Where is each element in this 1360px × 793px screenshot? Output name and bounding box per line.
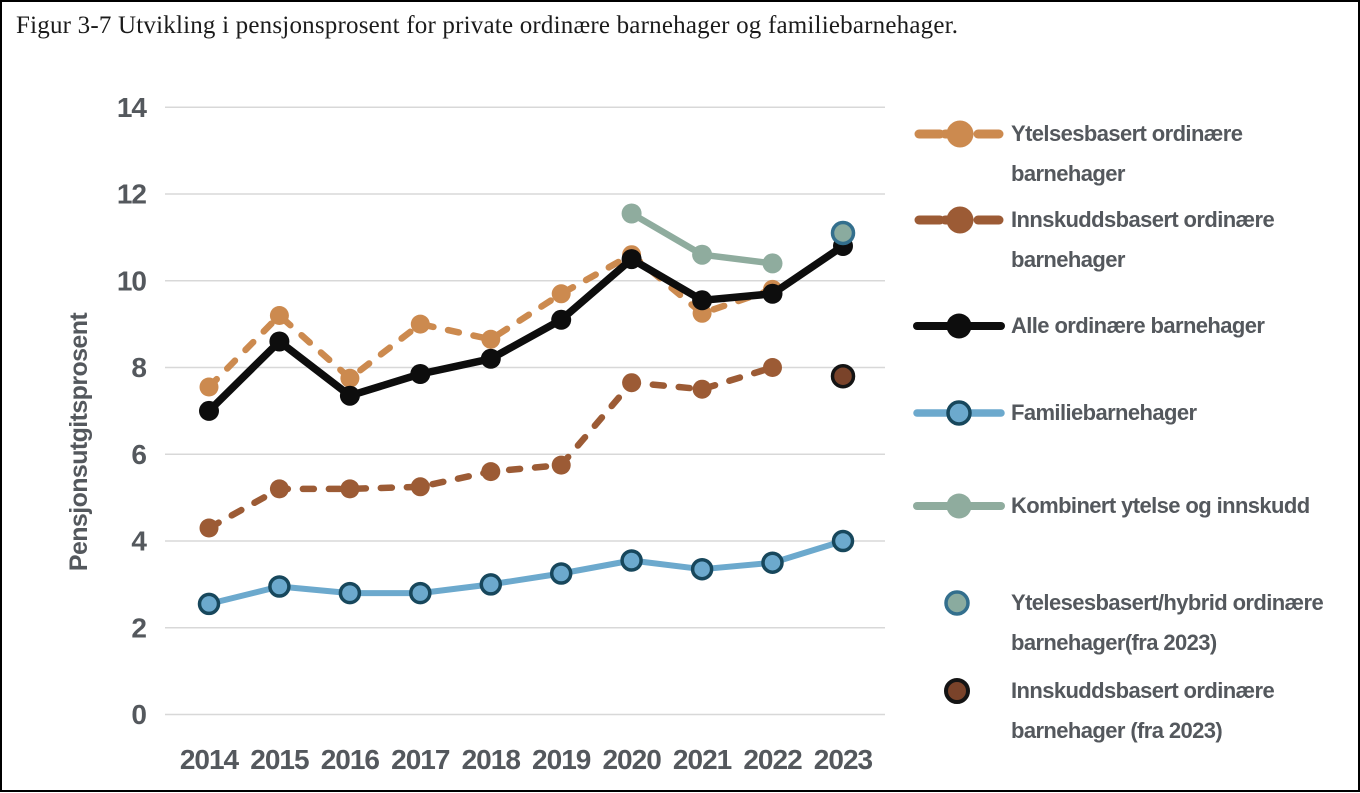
data-point <box>551 284 571 304</box>
legend-item-label: Innskuddsbasert ordinære barnehager <box>1011 207 1275 272</box>
data-point <box>551 309 572 330</box>
y-tick-label: 10 <box>117 265 147 296</box>
data-point <box>830 363 856 389</box>
data-point <box>268 575 291 598</box>
legend-item-hybrid-fra-2023: Ytelesesbasert/hybrid ordinære barnehage… <box>907 583 1355 663</box>
legend-item-label: Ytelesesbasert/hybrid ordinære barnehage… <box>1011 590 1324 655</box>
legend-item-innskuddsbasert: Innskuddsbasert ordinære barnehager <box>907 200 1355 280</box>
y-tick-label: 2 <box>131 612 146 643</box>
data-point <box>831 529 855 553</box>
legend-dot-icon <box>944 678 970 704</box>
data-point <box>199 400 219 421</box>
data-point <box>622 373 642 393</box>
data-point <box>340 368 360 388</box>
data-point <box>481 329 501 349</box>
x-tick-label: 2021 <box>673 744 732 775</box>
data-point <box>479 573 503 596</box>
legend-dashed-line-icon <box>914 206 1004 234</box>
series-line-3 <box>206 538 846 607</box>
legend-item-familiebarnehager: Familiebarnehager <box>907 393 1355 438</box>
y-axis-title: Pensjonsutgitsprosent <box>65 312 93 572</box>
data-point <box>761 551 784 574</box>
data-point <box>481 462 501 482</box>
legend-dot-icon <box>944 590 970 616</box>
data-point <box>763 358 782 377</box>
series-line-2 <box>205 242 847 415</box>
legend-dashed-line-icon <box>914 120 1004 148</box>
data-point <box>692 244 713 265</box>
data-point <box>409 581 432 605</box>
x-tick-label: 2016 <box>321 744 380 775</box>
y-tick-label: 0 <box>131 699 146 730</box>
legend-solid-line-icon <box>913 493 1005 519</box>
data-point <box>551 455 571 475</box>
data-point <box>480 348 501 369</box>
legend: Ytelsesbasert ordinære barnehager Innsku… <box>907 114 1355 751</box>
legend-solid-line-icon <box>913 313 1005 339</box>
data-point <box>830 220 856 246</box>
series-layer <box>197 203 856 616</box>
data-point <box>199 518 219 538</box>
data-point <box>410 364 431 384</box>
x-tick-labels: 2014 2015 2016 2017 2018 2019 2020 2021 2022 2023 <box>180 744 874 775</box>
data-point <box>620 549 643 572</box>
y-tick-label: 12 <box>117 179 147 210</box>
data-point <box>410 314 430 334</box>
data-point <box>269 306 289 325</box>
x-tick-label: 2022 <box>743 744 802 775</box>
legend-item-label: Innskuddsbasert ordinære barnehager (fra… <box>1011 678 1275 743</box>
data-point <box>762 253 783 274</box>
legend-item-kombinert: Kombinert ytelse og innskudd <box>907 486 1355 531</box>
y-tick-label: 14 <box>117 92 148 123</box>
data-point <box>692 290 713 311</box>
data-point <box>339 385 360 406</box>
legend-item-ytelsesbasert: Ytelsesbasert ordinære barnehager <box>907 114 1355 194</box>
legend-ring-line-icon <box>913 400 1005 426</box>
data-point <box>269 479 289 499</box>
x-tick-label: 2019 <box>532 744 591 775</box>
legend-item-alle-ordinaere: Alle ordinære barnehager <box>907 306 1355 351</box>
data-point <box>621 203 642 224</box>
x-tick-label: 2014 <box>180 744 240 775</box>
x-tick-label: 2015 <box>250 744 309 775</box>
data-point <box>410 477 430 497</box>
data-point <box>621 249 642 270</box>
y-tick-labels: 0 2 4 6 8 10 12 14 <box>117 92 149 730</box>
figure-title: Figur 3-7 Utvikling i pensjonsprosent fo… <box>16 12 959 39</box>
legend-item-label: Ytelsesbasert ordinære barnehager <box>1011 121 1243 186</box>
x-tick-label: 2023 <box>814 744 873 775</box>
gridlines <box>165 106 885 716</box>
data-point <box>762 283 783 304</box>
data-point <box>692 379 712 399</box>
data-point <box>269 331 290 352</box>
data-point <box>197 592 221 616</box>
legend-item-innskudd-fra-2023: Innskuddsbasert ordinære barnehager (fra… <box>907 671 1355 751</box>
legend-item-label: Alle ordinære barnehager <box>1011 313 1265 338</box>
data-point <box>199 377 219 397</box>
data-point <box>338 581 362 605</box>
series-line-0 <box>205 251 776 391</box>
x-tick-label: 2018 <box>462 744 521 775</box>
chart-area: 0 2 4 6 8 10 12 14 2014 2015 2016 2017 2018 2019 2020… <box>62 82 902 788</box>
data-point <box>690 557 714 581</box>
data-point <box>549 562 573 585</box>
legend-item-label: Familiebarnehager <box>1011 400 1197 425</box>
x-tick-label: 2020 <box>602 744 661 775</box>
x-tick-label: 2017 <box>391 744 450 775</box>
series-line-1 <box>205 364 776 532</box>
data-point <box>340 479 360 499</box>
legend-item-label: Kombinert ytelse og innskudd <box>1011 493 1310 518</box>
y-tick-label: 6 <box>131 439 146 470</box>
chart-svg: 0 2 4 6 8 10 12 14 2014 2015 2016 2017 2018 2019 2020… <box>65 92 885 775</box>
y-tick-label: 4 <box>131 526 147 557</box>
y-tick-label: 8 <box>131 352 146 383</box>
